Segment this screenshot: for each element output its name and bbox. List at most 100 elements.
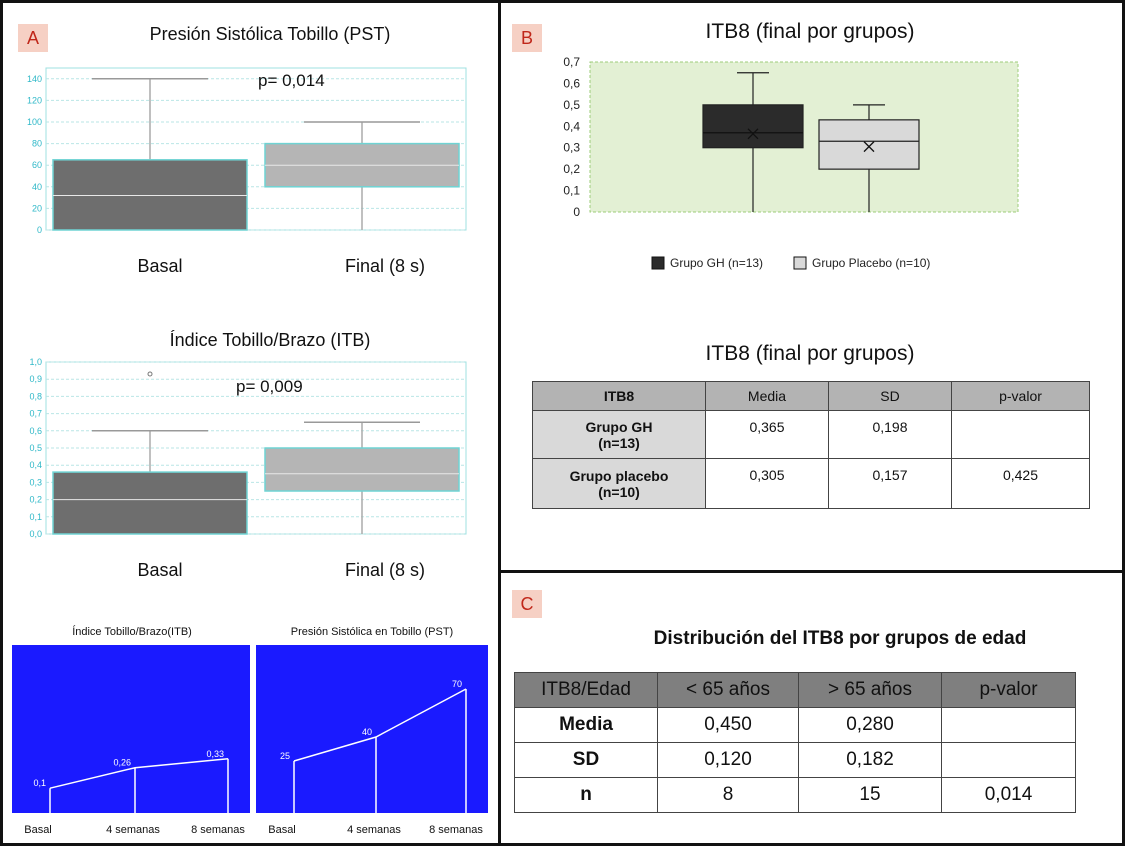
x-tick-label: 4 semanas xyxy=(347,824,401,836)
y-tick-label: 0,8 xyxy=(29,391,42,401)
table-cell: 0,182 xyxy=(798,742,942,778)
table-cell: 0,425 xyxy=(951,458,1090,509)
y-tick-label: 0,2 xyxy=(29,495,42,505)
y-tick-label: 0,5 xyxy=(563,98,580,112)
table-cell xyxy=(951,410,1090,459)
y-tick-label: 0,4 xyxy=(563,119,580,133)
y-tick-label: 0,9 xyxy=(29,374,42,384)
itb8-chart-title: ITB8 (final por grupos) xyxy=(705,20,915,43)
box-grupo-placebo xyxy=(818,119,920,170)
y-tick-label: 0,7 xyxy=(29,409,42,419)
age-table: ITB8/Edad < 65 años > 65 años p-valor Me… xyxy=(514,672,1076,813)
table-cell: 0,014 xyxy=(941,777,1076,813)
y-tick-label: 0,1 xyxy=(29,512,42,522)
y-tick-label: 100 xyxy=(27,117,42,127)
pst-category-final: Final (8 s) xyxy=(344,256,425,276)
legend-swatch-gh xyxy=(651,256,665,270)
plot-area xyxy=(589,61,1019,213)
y-tick-label: 20 xyxy=(32,203,42,213)
legend-label: Grupo Placebo (n=10) xyxy=(812,256,930,270)
itb-category-basal: Basal xyxy=(137,560,183,580)
y-tick-label: 0,5 xyxy=(29,443,42,453)
x-tick-label: Basal xyxy=(268,824,296,836)
legend-label: Grupo GH (n=13) xyxy=(670,256,763,270)
y-tick-label: 0,2 xyxy=(563,162,580,176)
data-label: 0,33 xyxy=(206,749,224,759)
table-row: SD 0,120 0,182 xyxy=(514,742,1076,778)
y-tick-label: 60 xyxy=(32,160,42,170)
box-grupo-gh xyxy=(702,104,804,149)
data-label: 70 xyxy=(452,679,462,689)
line-pst-title: Presión Sistólica en Tobillo (PST) xyxy=(290,626,454,638)
itb8-table-title: ITB8 (final por grupos) xyxy=(705,342,915,365)
table-row: n 8 15 0,014 xyxy=(514,777,1076,813)
table-cell: 0,157 xyxy=(828,458,952,509)
table-header-cell: p-valor xyxy=(941,672,1076,708)
pst-box-chart: 0 20 40 60 80 100 120 140 p= 0,014 xyxy=(27,67,467,235)
table-header-cell: ITB8 xyxy=(532,381,706,411)
itb-box-chart: 0,0 0,1 0,2 0,3 0,4 0,5 0,6 0,7 0,8 0,9 1,0 p= 0,00… xyxy=(29,357,467,539)
table-cell: 0,365 xyxy=(705,410,829,459)
table-header-cell: < 65 años xyxy=(657,672,799,708)
table-cell: 15 xyxy=(798,777,942,813)
table-cell: 0,198 xyxy=(828,410,952,459)
mean-marker xyxy=(747,128,759,140)
outlier-point xyxy=(147,371,153,377)
row-label: Grupo GH (n=13) xyxy=(532,410,706,459)
box-basal xyxy=(52,159,248,231)
pst-chart-title: Presión Sistólica Tobillo (PST) xyxy=(149,24,391,44)
x-tick-label: 4 semanas xyxy=(106,824,160,836)
data-label: 0,1 xyxy=(33,778,46,788)
table-row: Media 0,450 0,280 xyxy=(514,707,1076,743)
y-tick-label: 0,7 xyxy=(563,55,580,69)
pst-category-basal: Basal xyxy=(137,256,183,276)
y-tick-label: 0,4 xyxy=(29,460,42,470)
panel-a-tag: A xyxy=(18,24,48,52)
y-tick-label: 80 xyxy=(32,139,42,149)
y-tick-label: 140 xyxy=(27,74,42,84)
x-tick-label: 8 semanas xyxy=(429,824,483,836)
y-tick-label: 120 xyxy=(27,95,42,105)
table-cell xyxy=(941,742,1076,778)
table-header-cell: > 65 años xyxy=(798,672,942,708)
itb-category-final: Final (8 s) xyxy=(344,560,425,580)
table-header-cell: ITB8/Edad xyxy=(514,672,658,708)
y-tick-label: 0,1 xyxy=(563,184,580,198)
legend-swatch-placebo xyxy=(793,256,807,270)
data-label: 25 xyxy=(280,751,290,761)
row-label: n xyxy=(514,777,658,813)
row-label: Media xyxy=(514,707,658,743)
table-header-row: ITB8/Edad < 65 años > 65 años p-valor xyxy=(514,672,1076,708)
table-row: Grupo GH (n=13) 0,365 0,198 xyxy=(532,410,1090,459)
x-tick-label: 8 semanas xyxy=(191,824,245,836)
panel-b-tag: B xyxy=(512,24,542,52)
mean-marker xyxy=(863,141,875,153)
y-tick-label: 0 xyxy=(37,225,42,235)
age-table-title: Distribución del ITB8 por grupos de edad xyxy=(653,628,1027,649)
table-cell: 0,305 xyxy=(705,458,829,509)
line-charts: 0,1 Basal 0,26 4 semanas 0,33 8 semanas 25 Basa… xyxy=(12,645,488,836)
itb8-box-chart: 0 0,1 0,2 0,3 0,4 0,5 0,6 0,7 Grupo GH (n=13) Gru… xyxy=(563,55,1019,270)
y-tick-label: 1,0 xyxy=(29,357,42,367)
line-chart-background xyxy=(256,645,488,813)
table-cell xyxy=(941,707,1076,743)
row-label: SD xyxy=(514,742,658,778)
box-final-8-s- xyxy=(264,447,460,492)
y-tick-label: 0,6 xyxy=(563,76,580,90)
p-value-label: p= 0,014 xyxy=(258,71,325,90)
y-tick-label: 0,3 xyxy=(29,477,42,487)
line-chart-background xyxy=(12,645,250,813)
y-tick-label: 0,6 xyxy=(29,426,42,436)
table-row: Grupo placebo (n=10) 0,305 0,157 0,425 xyxy=(532,458,1090,509)
series-line xyxy=(49,758,229,789)
y-tick-label: 0 xyxy=(573,205,580,219)
data-label: 0,26 xyxy=(113,758,131,768)
itb8-table: ITB8 Media SD p-valor Grupo GH (n=13) 0,… xyxy=(532,381,1090,509)
p-value-label: p= 0,009 xyxy=(236,377,303,396)
line-itb-title: Índice Tobillo/Brazo(ITB) xyxy=(72,626,192,638)
y-tick-label: 40 xyxy=(32,182,42,192)
row-label: Grupo placebo (n=10) xyxy=(532,458,706,509)
table-header-row: ITB8 Media SD p-valor xyxy=(532,381,1090,411)
table-header-cell: SD xyxy=(828,381,952,411)
panel-c-frame xyxy=(498,570,1125,846)
